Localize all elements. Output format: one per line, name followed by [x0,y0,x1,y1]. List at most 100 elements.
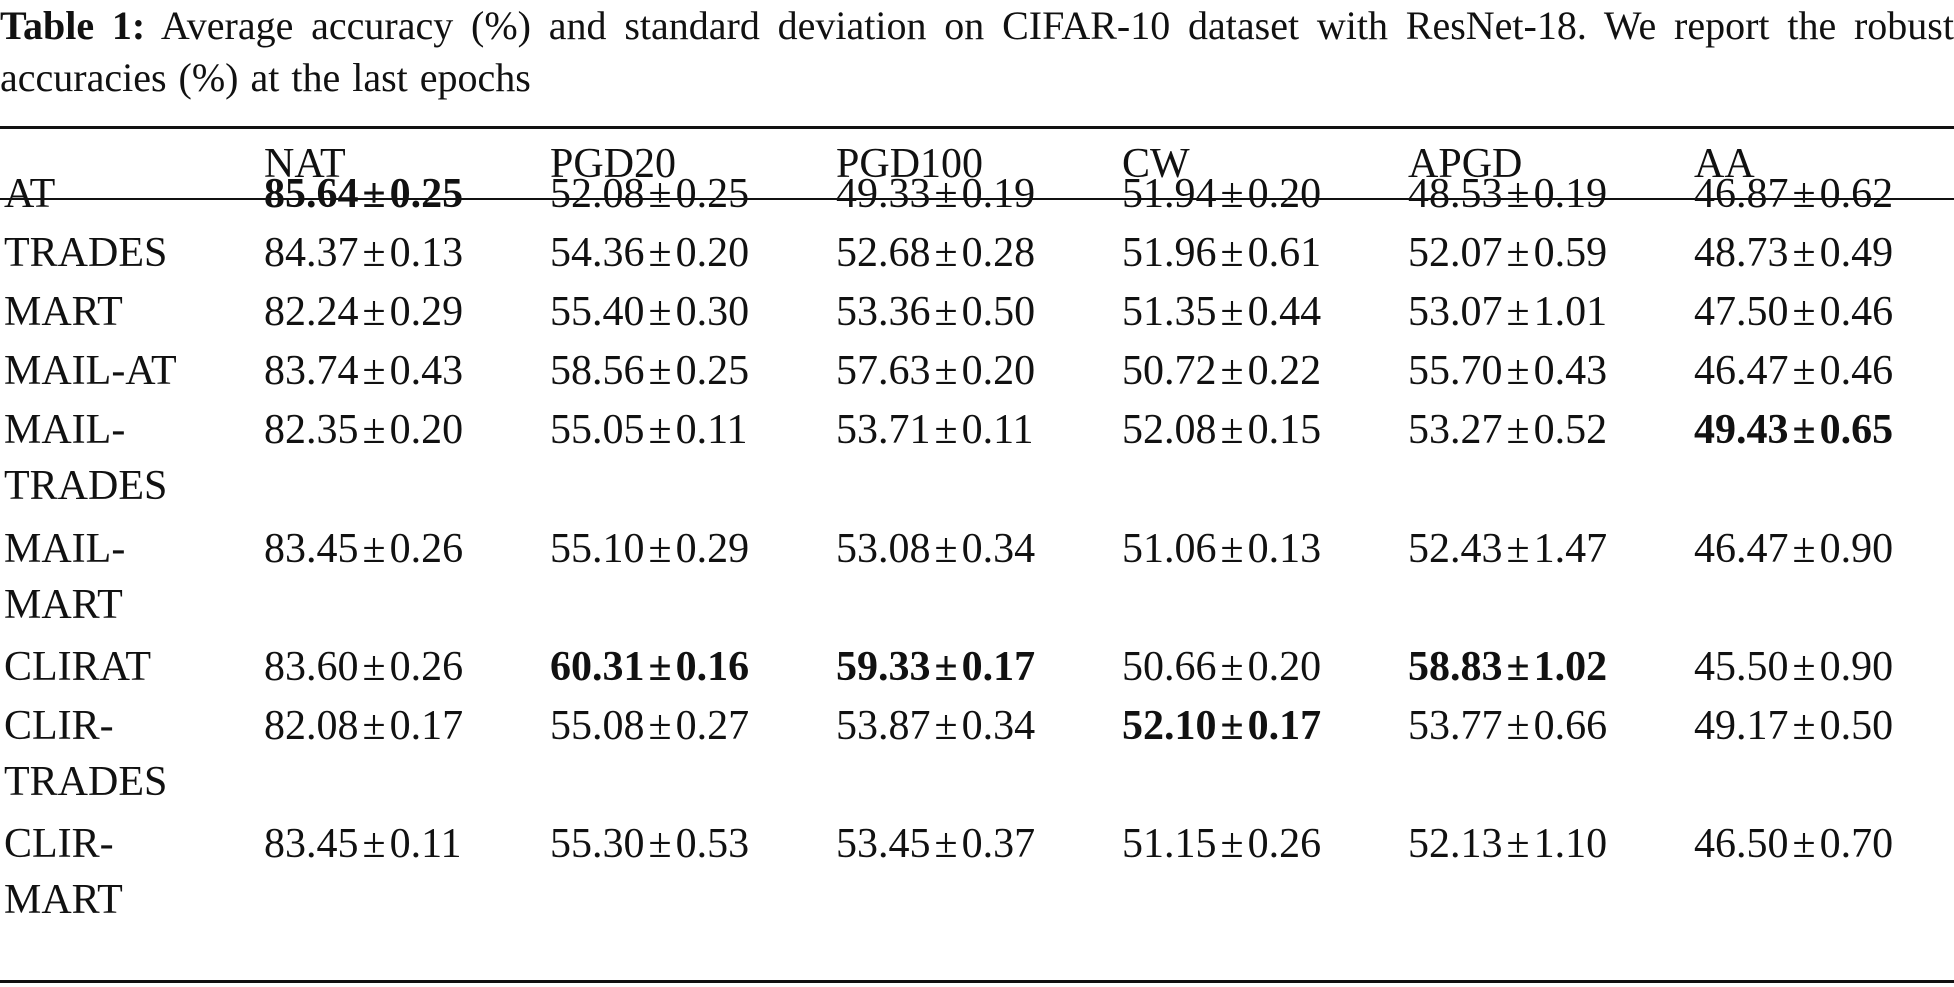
plus-minus-sign: ± [934,526,958,572]
cell-std: 0.26 [389,644,464,690]
table-cell: 58.56±0.25 [550,343,749,399]
plus-minus-sign: ± [1220,821,1244,867]
cell-std: 0.59 [1533,230,1608,276]
cell-std: 0.27 [675,703,750,749]
cell-std: 0.43 [1533,348,1608,394]
plus-minus-sign: ± [362,644,386,690]
plus-minus-sign: ± [648,289,672,335]
plus-minus-sign: ± [1220,526,1244,572]
table-cell: 51.94±0.20 [1122,166,1321,222]
cell-std: 0.11 [389,821,462,867]
cell-std: 0.34 [961,703,1036,749]
table-cell: 46.87±0.62 [1694,166,1893,222]
cell-std: 0.52 [1533,407,1608,453]
cell-mean: 52.10 [1122,703,1217,749]
cell-mean: 52.68 [836,230,931,276]
plus-minus-sign: ± [1792,821,1816,867]
plus-minus-sign: ± [1792,289,1816,335]
table-cell: 57.63±0.20 [836,343,1035,399]
plus-minus-sign: ± [362,230,386,276]
plus-minus-sign: ± [1506,407,1530,453]
cell-mean: 83.74 [264,348,359,394]
plus-minus-sign: ± [648,171,672,217]
table-cell: 48.53±0.19 [1408,166,1607,222]
table-cell: 50.66±0.20 [1122,639,1321,695]
cell-std: 1.10 [1533,821,1608,867]
bottom-rule [0,980,1954,983]
table-cell: 45.50±0.90 [1694,639,1893,695]
cell-mean: 52.13 [1408,821,1503,867]
cell-mean: 52.08 [1122,407,1217,453]
cell-mean: 59.33 [836,644,931,690]
cell-std: 0.66 [1533,703,1608,749]
header-rule [0,198,1954,200]
table-cell: 52.68±0.28 [836,225,1035,281]
table-cell: 84.37±0.13 [264,225,463,281]
cell-std: 1.02 [1533,644,1608,690]
cell-mean: 53.27 [1408,407,1503,453]
cell-std: 0.46 [1819,289,1894,335]
table-cell: 53.08±0.34 [836,521,1035,577]
cell-std: 0.43 [389,348,464,394]
table-cell: 55.05±0.11 [550,402,748,458]
plus-minus-sign: ± [1220,171,1244,217]
cell-std: 1.47 [1533,526,1608,572]
method-label: TRADES [4,230,168,276]
cell-mean: 55.05 [550,407,645,453]
cell-mean: 48.73 [1694,230,1789,276]
plus-minus-sign: ± [1220,348,1244,394]
table-cell: 46.47±0.46 [1694,343,1893,399]
plus-minus-sign: ± [1792,407,1816,453]
method-label: MAIL- MART [4,526,126,628]
cell-std: 0.37 [961,821,1036,867]
column-header: CW [1122,141,1190,187]
plus-minus-sign: ± [648,526,672,572]
table-cell: 58.83±1.02 [1408,639,1607,695]
method-label: MART [4,289,123,335]
table-cell: 50.72±0.22 [1122,343,1321,399]
table-cell: 83.60±0.26 [264,639,463,695]
plus-minus-sign: ± [648,703,672,749]
cell-std: 0.11 [675,407,748,453]
cell-mean: 48.53 [1408,171,1503,217]
cell-std: 0.20 [389,407,464,453]
table-cell: 53.36±0.50 [836,284,1035,340]
cell-std: 1.01 [1533,289,1608,335]
table-cell: 52.07±0.59 [1408,225,1607,281]
cell-mean: 55.30 [550,821,645,867]
cell-mean: 57.63 [836,348,931,394]
cell-std: 0.11 [961,407,1034,453]
cell-std: 0.15 [1247,407,1322,453]
plus-minus-sign: ± [1506,644,1530,690]
table-cell: 83.45±0.26 [264,521,463,577]
plus-minus-sign: ± [934,171,958,217]
table-cell: 49.43±0.65 [1694,402,1893,458]
table-cell: 85.64±0.25 [264,166,463,222]
cell-mean: 46.87 [1694,171,1789,217]
plus-minus-sign: ± [648,407,672,453]
table-cell: 48.73±0.49 [1694,225,1893,281]
cell-mean: 52.07 [1408,230,1503,276]
column-header: AA [1694,141,1755,187]
cell-mean: 51.96 [1122,230,1217,276]
plus-minus-sign: ± [1792,230,1816,276]
plus-minus-sign: ± [934,289,958,335]
cell-std: 0.34 [961,526,1036,572]
plus-minus-sign: ± [362,407,386,453]
cell-mean: 53.77 [1408,703,1503,749]
table-cell: 49.17±0.50 [1694,698,1893,754]
plus-minus-sign: ± [1506,703,1530,749]
table-cell: 82.35±0.20 [264,402,463,458]
plus-minus-sign: ± [362,703,386,749]
cell-std: 0.46 [1819,348,1894,394]
plus-minus-sign: ± [648,230,672,276]
plus-minus-sign: ± [934,703,958,749]
cell-mean: 52.43 [1408,526,1503,572]
plus-minus-sign: ± [1792,526,1816,572]
table-cell: 55.30±0.53 [550,816,749,872]
cell-std: 0.29 [389,289,464,335]
plus-minus-sign: ± [1792,171,1816,217]
table-cell: 52.08±0.15 [1122,402,1321,458]
plus-minus-sign: ± [1220,644,1244,690]
plus-minus-sign: ± [362,348,386,394]
